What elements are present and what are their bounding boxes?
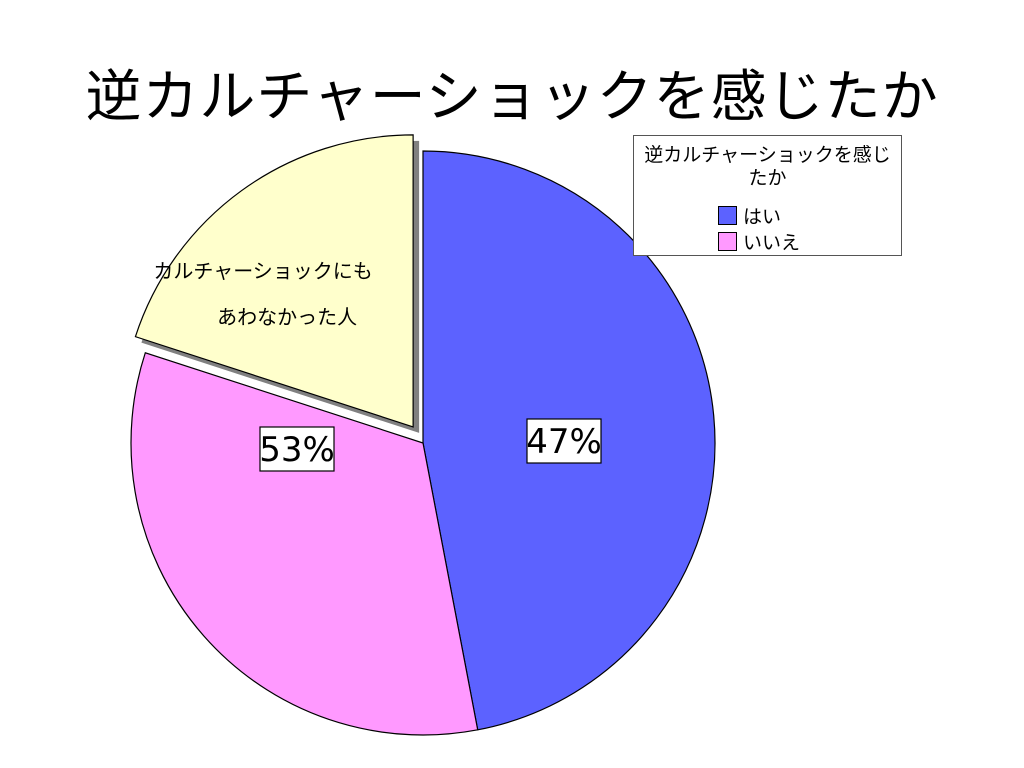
data-label-yes: 47% <box>526 418 602 464</box>
legend-label-yes: はい <box>743 205 782 228</box>
annotation-line2: あわなかった人 <box>217 305 357 329</box>
legend-label-no: いいえ <box>743 231 801 254</box>
slice-no <box>130 352 479 736</box>
legend-item-yes: はい <box>718 203 782 228</box>
data-label-no: 53% <box>259 426 335 472</box>
slice-no-sub <box>134 134 414 428</box>
legend-swatch-yes <box>718 205 737 225</box>
data-label-yes-text: 47% <box>526 422 602 462</box>
data-label-no-text: 53% <box>259 430 335 470</box>
data-label-no-box <box>259 426 335 472</box>
chart-title: 逆カルチャーショックを感じたか <box>85 65 939 130</box>
data-label-yes-box <box>526 418 602 464</box>
legend: 逆カルチャーショックを感じたか はい いいえ <box>633 135 902 256</box>
legend-title: 逆カルチャーショックを感じたか <box>644 144 891 189</box>
legend-swatch-no <box>718 231 737 251</box>
legend-item-no: いいえ <box>718 229 801 254</box>
annotation-line1: カルチャーショックにも <box>153 259 372 283</box>
